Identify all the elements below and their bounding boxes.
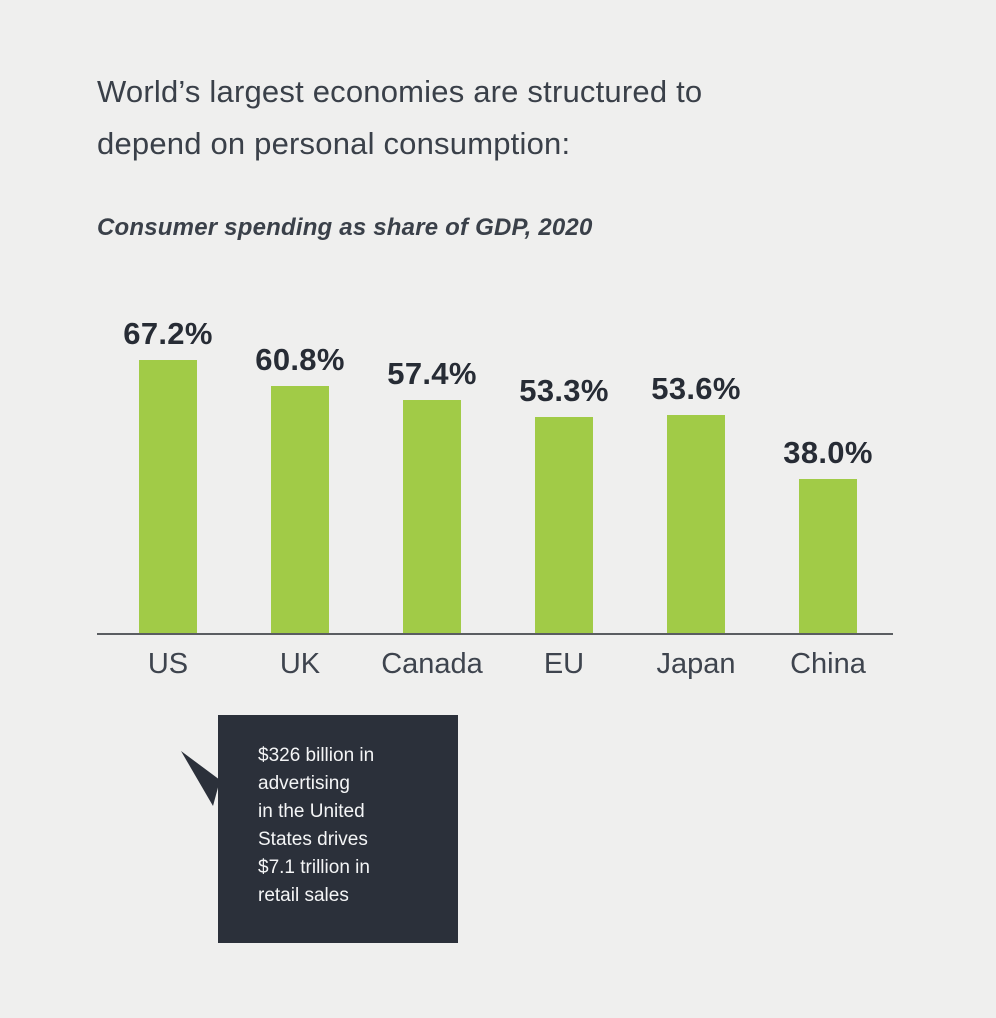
callout-line: retail sales xyxy=(258,885,349,906)
bar-value-label-us: 67.2% xyxy=(123,316,213,351)
bar-china xyxy=(799,479,857,633)
bar-uk xyxy=(271,386,329,633)
bar-value-label-japan: 53.6% xyxy=(651,371,741,406)
x-axis-label-china: China xyxy=(790,648,866,680)
callout-box: $326 billion in advertising in the United S… xyxy=(218,715,458,943)
callout-line: $7.1 trillion in xyxy=(258,857,370,878)
x-axis-line xyxy=(97,633,893,635)
x-axis-label-uk: UK xyxy=(279,648,321,680)
chart-subtitle: Consumer spending as share of GDP, 2020 xyxy=(97,214,593,241)
callout-line: $326 billion in xyxy=(258,745,375,766)
x-axis-label-eu: EU xyxy=(543,648,585,680)
bar-group-japan: 53.6% xyxy=(630,371,762,633)
bar-group-china: 38.0% xyxy=(762,435,894,633)
bar-group-eu: 53.3% xyxy=(498,373,630,633)
bar-value-label-china: 38.0% xyxy=(783,435,873,470)
bar-eu xyxy=(535,417,593,633)
x-axis-label-japan: Japan xyxy=(656,648,736,680)
callout-line: in the United xyxy=(258,801,365,822)
bar-canada xyxy=(403,400,461,633)
bar-group-us: 67.2% xyxy=(102,316,234,633)
bar-value-label-canada: 57.4% xyxy=(387,356,477,391)
callout-tail-icon xyxy=(181,751,220,806)
callout-line: advertising xyxy=(258,773,350,794)
bar-group-uk: 60.8% xyxy=(234,342,366,633)
x-axis-label-us: US xyxy=(147,648,189,680)
bar-group-canada: 57.4% xyxy=(366,356,498,633)
x-axis-labels: US UK Canada EU Japan China xyxy=(102,648,894,681)
bar-value-label-uk: 60.8% xyxy=(255,342,345,377)
bar-chart: 67.2% 60.8% 57.4% 53.3% 53.6% 38.0% xyxy=(102,300,894,633)
bar-us xyxy=(139,360,197,633)
chart-title: World’s largest economies are structured… xyxy=(97,74,703,161)
bar-japan xyxy=(667,415,725,633)
bar-value-label-eu: 53.3% xyxy=(519,373,609,408)
callout-line: States drives xyxy=(258,829,368,850)
x-axis-label-canada: Canada xyxy=(381,648,483,680)
